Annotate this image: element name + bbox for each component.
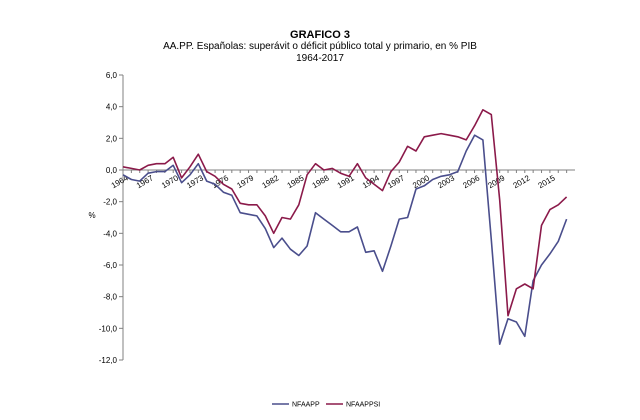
chart-period: 1964-2017 [296,53,344,64]
series-line-nfaappsi [122,109,568,317]
x-tick-label: 1988 [311,173,331,190]
x-tick-label: 2015 [537,173,557,190]
x-tick-label: 2006 [461,173,481,190]
legend-label-nfaapp: NFAAPP [292,402,320,409]
y-tick-label: 6,0 [106,71,118,80]
chart-subtitle: AA.PP. Españolas: superávit o déficit pú… [163,41,477,52]
series-line-nfaapp [122,134,568,346]
y-tick-label: 4,0 [106,103,118,112]
x-tick-label: 1964 [110,173,130,190]
x-tick-label: 1979 [235,173,255,190]
y-tick-label: 0,0 [106,166,118,175]
y-tick-label: 2,0 [106,134,118,143]
y-tick-label: -8,0 [103,293,117,302]
y-tick-label: -4,0 [103,229,117,238]
y-tick-label: -6,0 [103,261,117,270]
x-tick-label: 1982 [260,173,280,190]
y-axis-label: % [88,211,95,220]
x-tick-label: 2012 [512,173,532,190]
y-tick-label: -2,0 [103,198,117,207]
chart-title: GRAFICO 3 [290,29,350,41]
legend-label-nfaappsi: NFAAPPSI [346,402,380,409]
x-tick-label: 1970 [160,173,180,190]
y-tick-label: -12,0 [99,356,118,365]
y-tick-label: -10,0 [99,324,118,333]
